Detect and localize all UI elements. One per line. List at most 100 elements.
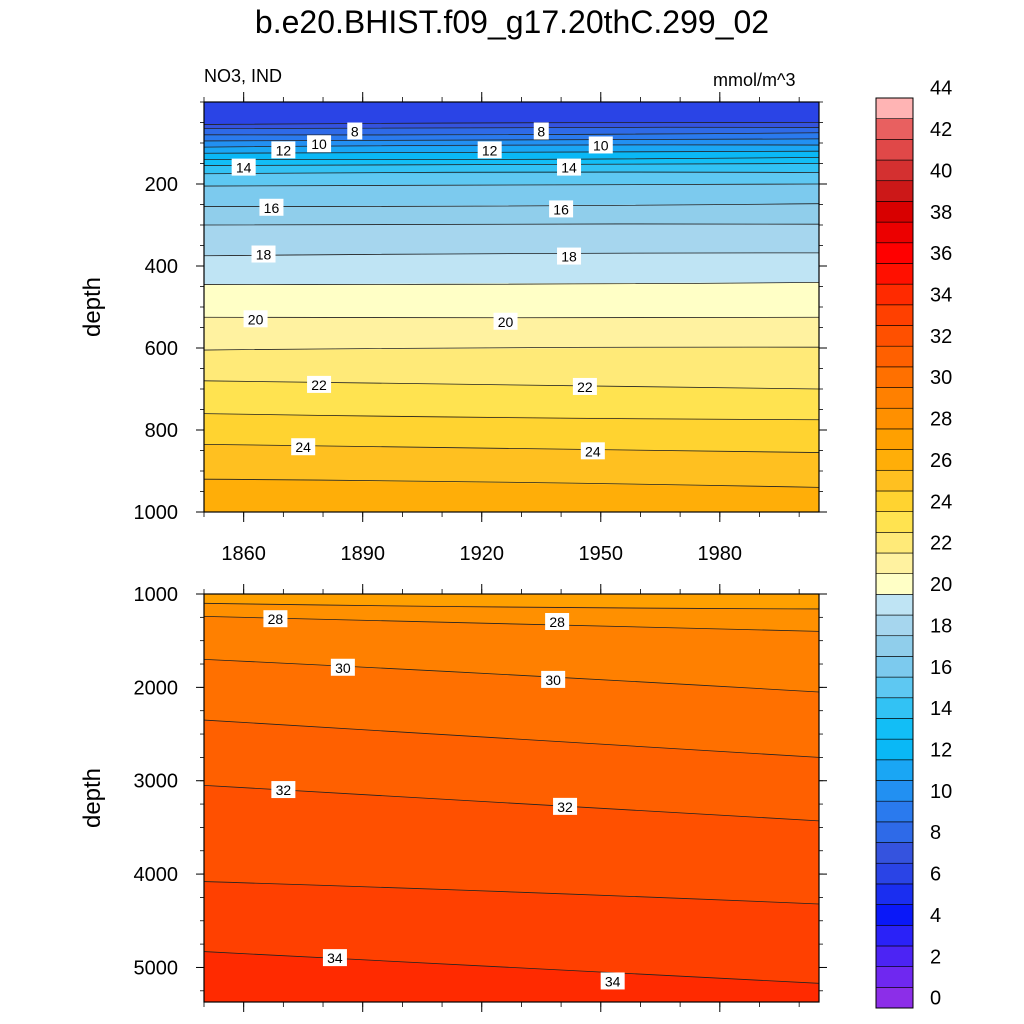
colorbar-swatch: [875, 263, 914, 285]
colorbar-swatch: [875, 862, 914, 885]
contour-label: 28: [545, 613, 570, 631]
contour-label-text: 16: [264, 200, 280, 216]
contour-line: [204, 602, 819, 610]
contour-label: 18: [557, 247, 582, 265]
colorbar-label: 16: [930, 657, 952, 679]
contour-label-text: 22: [311, 377, 327, 393]
colorbar-swatch: [875, 97, 914, 119]
contour-label: 32: [271, 781, 296, 799]
contour-label-text: 20: [248, 311, 264, 327]
colorbar-swatch: [875, 532, 914, 554]
contour-label: 14: [231, 158, 256, 176]
contour-label-bg: [557, 158, 582, 176]
contour-label-text: 28: [549, 614, 565, 630]
colorbar-swatch: [875, 387, 914, 409]
colorbar-label: 2: [930, 946, 941, 968]
colorbar-swatch: [875, 821, 914, 843]
contour-label-bg: [307, 375, 332, 393]
colorbar-swatch: [875, 242, 914, 264]
colorbar-swatch: [875, 614, 914, 637]
y-tick-label: 3000: [134, 771, 179, 793]
colorbar-label: 44: [930, 78, 952, 100]
contour-label-bg: [271, 141, 296, 159]
contour-line: [204, 156, 819, 161]
contour-label-text: 30: [335, 660, 351, 676]
contour-label: 28: [263, 610, 288, 628]
contour-label: 10: [588, 136, 613, 154]
colorbar-label: 42: [930, 119, 952, 141]
contour-label-text: 18: [561, 249, 577, 265]
contour-label-text: 8: [351, 124, 359, 140]
x-tick-label: 1920: [459, 543, 504, 565]
contour-line: [204, 203, 819, 207]
contour-label: 34: [600, 972, 625, 990]
contour-line: [204, 443, 819, 453]
contour-label-bg: [322, 949, 347, 967]
contour-label: 8: [533, 122, 549, 140]
contour-line: [204, 413, 819, 421]
y-tick-label: 800: [145, 420, 178, 442]
contour-label-text: 32: [557, 799, 573, 815]
contour-line: [204, 346, 819, 351]
contour-label-bg: [347, 122, 363, 140]
y-tick-label: 4000: [134, 864, 179, 886]
colorbar-swatch: [875, 697, 914, 719]
contour-label: 22: [307, 375, 332, 393]
contour-label-bg: [545, 613, 570, 631]
contour-label-text: 14: [561, 160, 577, 176]
colorbar-label: 28: [930, 409, 952, 431]
contour-label-text: 12: [482, 142, 498, 158]
colorbar-label: 6: [930, 864, 941, 886]
colorbar-swatch: [875, 345, 914, 368]
colorbar-label: 26: [930, 450, 952, 472]
units-label: mmol/m^3: [713, 70, 796, 90]
contour-label-text: 14: [236, 160, 252, 176]
colorbar-frame: [875, 97, 914, 1009]
x-tick-label: 1950: [579, 543, 624, 565]
contour-line: [204, 282, 819, 285]
plot-frame: [203, 593, 820, 1003]
colorbar-label: 4: [930, 905, 941, 927]
lower-panel: 28 28 30 30 32 32 34 34 1000 2000 3000 4000 5000 dept…: [79, 584, 827, 1012]
contour-label-bg: [291, 438, 316, 456]
contour-label-bg: [549, 200, 574, 218]
contour-label-text: 24: [295, 439, 311, 455]
contour-label-bg: [493, 312, 518, 330]
colorbar-swatch: [875, 449, 914, 471]
colorbar-label: 40: [930, 160, 952, 182]
colorbar-swatch: [875, 490, 914, 512]
contour-label: 20: [493, 312, 518, 330]
contour-label-bg: [330, 658, 355, 676]
contour-line: [204, 171, 819, 175]
colorbar-swatch: [875, 180, 914, 202]
contour-label: 32: [553, 797, 578, 815]
upper-panel: 8 8 10 10 12 12 14 14 16 16 18 18 20 20 22 22 24 24 200 400…: [79, 92, 827, 565]
contour-label-text: 34: [327, 950, 343, 966]
colorbar-swatch: [875, 552, 914, 574]
contour-label: 16: [549, 200, 574, 218]
contour-label-bg: [263, 610, 288, 628]
colorbar-swatch: [875, 987, 914, 1009]
contour-line: [204, 183, 819, 187]
contour-label-text: 24: [585, 443, 601, 459]
contour-label-text: 32: [276, 782, 292, 798]
y-tick-label: 600: [145, 338, 178, 360]
colorbar-label: 22: [930, 533, 952, 555]
colorbar-label: 32: [930, 326, 952, 348]
colorbar-swatch: [875, 221, 914, 244]
colorbar-label: 30: [930, 367, 952, 389]
contour-line: [204, 658, 819, 693]
colorbar-label: 38: [930, 202, 952, 224]
contour-label-bg: [259, 198, 284, 216]
y-tick-label: 1000: [134, 584, 179, 606]
contour-label: 12: [271, 141, 296, 159]
contour-label: 14: [557, 158, 582, 176]
colorbar-swatch: [875, 511, 914, 533]
colorbar-swatch: [875, 800, 914, 823]
colorbar: 0246810121416182022242628303234363840424…: [875, 78, 952, 1010]
contour-label: 30: [541, 670, 566, 688]
colorbar-label: 8: [930, 822, 941, 844]
colorbar-swatch: [875, 407, 914, 430]
colorbar-swatch: [875, 366, 914, 388]
